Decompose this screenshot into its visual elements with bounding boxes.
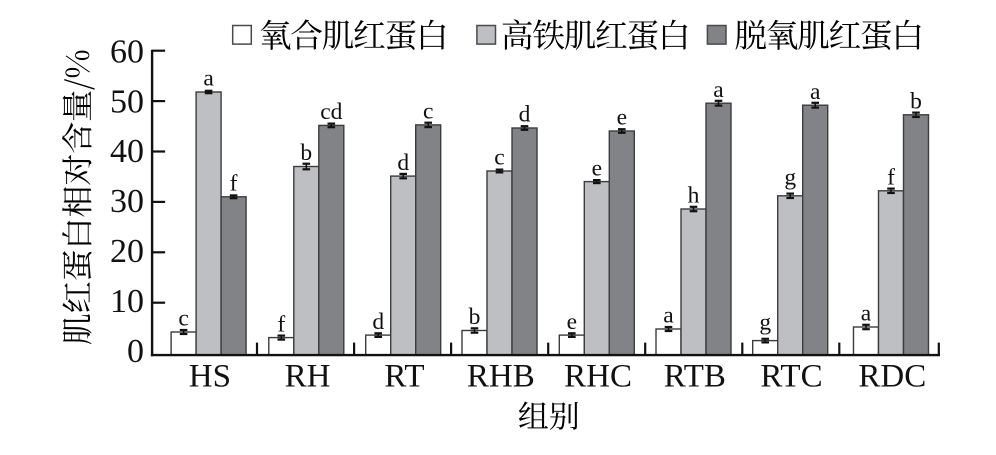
svg-text:RH: RH xyxy=(285,358,331,394)
svg-text:h: h xyxy=(688,183,700,209)
svg-text:e: e xyxy=(567,309,577,335)
svg-text:RHB: RHB xyxy=(467,358,535,394)
svg-text:g: g xyxy=(759,309,771,335)
svg-text:30: 30 xyxy=(110,183,144,220)
svg-text:e: e xyxy=(592,155,602,181)
svg-text:d: d xyxy=(519,102,531,128)
svg-text:RDC: RDC xyxy=(858,358,926,394)
svg-text:40: 40 xyxy=(110,133,144,170)
svg-text:0: 0 xyxy=(127,333,144,370)
svg-text:RTB: RTB xyxy=(664,358,726,394)
svg-text:60: 60 xyxy=(110,33,144,70)
svg-text:d: d xyxy=(397,150,409,176)
svg-text:a: a xyxy=(810,79,821,105)
svg-text:f: f xyxy=(230,171,238,197)
svg-text:a: a xyxy=(663,303,674,329)
svg-text:c: c xyxy=(423,99,433,125)
svg-text:10: 10 xyxy=(110,283,144,320)
svg-text:f: f xyxy=(277,311,285,337)
svg-text:RHC: RHC xyxy=(564,358,632,394)
svg-text:20: 20 xyxy=(110,233,144,270)
svg-text:c: c xyxy=(494,145,504,171)
svg-text:b: b xyxy=(910,89,922,115)
svg-text:RTC: RTC xyxy=(760,358,822,394)
svg-text:50: 50 xyxy=(110,83,144,120)
svg-text:b: b xyxy=(300,140,312,166)
svg-text:a: a xyxy=(861,301,872,327)
svg-text:HS: HS xyxy=(189,358,231,394)
svg-text:c: c xyxy=(178,306,188,332)
svg-text:a: a xyxy=(713,77,724,103)
svg-text:f: f xyxy=(887,165,895,191)
svg-text:d: d xyxy=(372,309,384,335)
svg-text:e: e xyxy=(617,105,627,131)
svg-text:cd: cd xyxy=(320,99,342,125)
svg-text:RT: RT xyxy=(384,358,424,394)
svg-text:b: b xyxy=(469,304,481,330)
svg-text:a: a xyxy=(203,66,214,92)
svg-text:g: g xyxy=(784,165,796,191)
